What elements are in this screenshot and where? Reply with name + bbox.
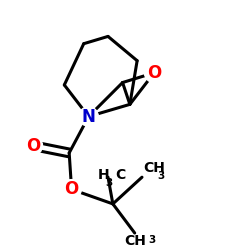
Text: 3: 3 xyxy=(148,236,155,246)
Text: C: C xyxy=(115,168,126,182)
Text: O: O xyxy=(64,180,79,198)
Text: H: H xyxy=(98,168,109,182)
Text: 3: 3 xyxy=(106,178,113,188)
Text: O: O xyxy=(26,137,40,155)
Ellipse shape xyxy=(23,136,42,155)
Ellipse shape xyxy=(144,63,164,82)
Ellipse shape xyxy=(62,180,81,199)
Ellipse shape xyxy=(79,107,98,126)
Text: CH: CH xyxy=(143,161,165,175)
Text: O: O xyxy=(147,64,161,82)
Text: 3: 3 xyxy=(158,171,165,181)
Text: N: N xyxy=(82,108,96,126)
Text: CH: CH xyxy=(124,234,146,248)
